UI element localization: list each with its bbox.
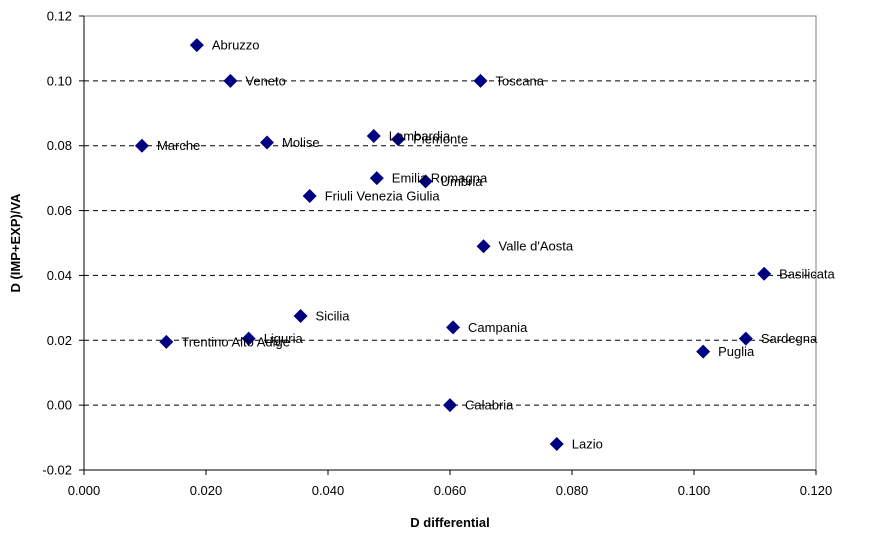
data-point [738, 331, 753, 346]
x-tick-label: 0.040 [312, 483, 345, 498]
point-label: Campania [468, 320, 528, 335]
point-label: Sicilia [316, 308, 351, 323]
point-label: Trentino Alto Adige [181, 334, 290, 349]
data-point [476, 239, 491, 254]
point-label: Marche [157, 138, 200, 153]
point-label: Sardegna [761, 331, 818, 346]
x-tick-label: 0.000 [68, 483, 101, 498]
data-point [134, 138, 149, 153]
data-point [696, 344, 711, 359]
point-label: Molise [282, 135, 320, 150]
grid-layer [84, 80, 816, 406]
data-point [189, 38, 204, 53]
point-label: Veneto [245, 73, 286, 88]
tick-labels: -0.02 0.00 0.02 0.04 0.06 0.08 0.10 0.12 0.000 0.… [42, 9, 832, 499]
x-tick-label: 0.060 [434, 483, 467, 498]
y-tick-label: 0.12 [47, 9, 72, 24]
data-point [241, 331, 256, 346]
x-tick-label: 0.120 [800, 483, 833, 498]
y-axis-title: D (IMP+EXP)/VA [8, 193, 23, 293]
data-point [223, 73, 238, 88]
data-point [446, 320, 461, 335]
point-label: Liguria [264, 331, 304, 346]
y-tick-label: 0.08 [47, 138, 72, 153]
x-axis-title: D differential [410, 515, 489, 530]
point-label: Lombardia [389, 128, 451, 143]
y-tick-label: -0.02 [42, 463, 72, 478]
point-label: Puglia [718, 344, 755, 359]
data-point [293, 308, 308, 323]
data-point [391, 132, 406, 147]
data-point [369, 171, 384, 186]
point-label: Emilia Romagna [392, 171, 488, 186]
data-point [418, 174, 433, 189]
data-point [757, 266, 772, 281]
data-points [134, 38, 772, 452]
point-label: Basilicata [779, 266, 835, 281]
x-tick-label: 0.100 [678, 483, 711, 498]
point-label: Toscana [496, 73, 545, 88]
data-point [366, 128, 381, 143]
data-point [443, 398, 457, 413]
data-point [473, 73, 488, 88]
point-label: Abruzzo [212, 38, 260, 53]
point-label: Friuli Venezia Giulia [325, 188, 441, 203]
data-point [260, 135, 274, 150]
point-label: Calabria [465, 398, 514, 413]
y-tick-label: 0.04 [47, 268, 72, 283]
y-tick-label: 0.00 [47, 398, 72, 413]
y-tick-label: 0.02 [47, 333, 72, 348]
data-point [302, 188, 317, 203]
x-tick-label: 0.020 [190, 483, 223, 498]
y-tick-label: 0.06 [47, 203, 72, 218]
point-label: Valle d'Aosta [499, 239, 574, 254]
data-point [159, 334, 174, 349]
point-label: Umbria [441, 174, 484, 189]
point-label: Lazio [572, 437, 603, 452]
point-label: Piemonte [413, 132, 468, 147]
point-labels: Abruzzo Veneto Toscana Marche Molise Lombardi… [157, 38, 836, 452]
data-point [549, 437, 564, 452]
axes-layer [79, 15, 817, 475]
y-tick-label: 0.10 [47, 73, 72, 88]
x-tick-label: 0.080 [556, 483, 589, 498]
